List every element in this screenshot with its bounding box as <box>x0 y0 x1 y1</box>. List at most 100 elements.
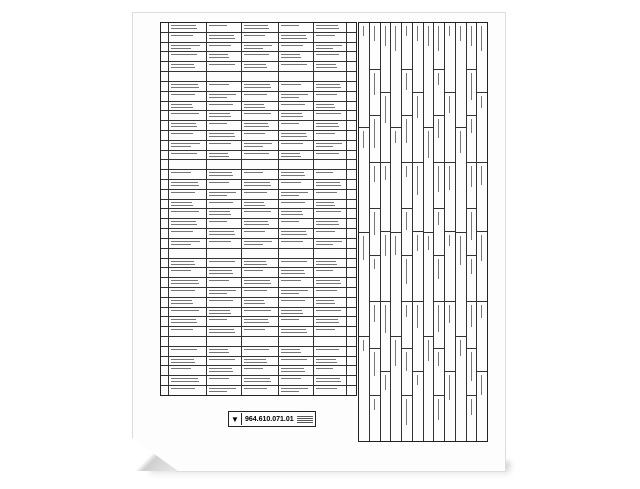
table-cell <box>169 209 208 219</box>
table-cell <box>347 52 356 61</box>
table-cell <box>423 233 434 338</box>
table-cell <box>347 366 356 375</box>
table-cell <box>161 337 169 346</box>
table-cell <box>314 81 348 91</box>
table-cell <box>391 23 401 128</box>
table-cell <box>279 180 315 189</box>
table-cell <box>466 70 477 117</box>
table-cell <box>169 199 208 209</box>
table-cell <box>314 366 348 376</box>
table-cell <box>347 259 356 268</box>
part-number-label: ▼ 964.610.071.01 <box>228 411 316 427</box>
table-row <box>161 238 356 249</box>
table-row <box>161 170 356 180</box>
table-cell <box>242 189 280 199</box>
table-row <box>161 356 356 367</box>
table-cell <box>161 346 169 356</box>
table-cell <box>242 130 280 140</box>
table-cell <box>169 81 208 91</box>
table-cell <box>242 376 280 386</box>
table-cell <box>314 150 348 160</box>
table-cell <box>347 337 356 346</box>
table-cell <box>347 200 356 209</box>
table-cell <box>242 199 280 209</box>
table-cell <box>347 376 356 385</box>
table-row <box>161 376 356 387</box>
table-cell <box>242 366 280 376</box>
table-cell <box>207 81 243 91</box>
table-cell <box>434 70 444 117</box>
table-cell <box>370 396 380 442</box>
table-row <box>161 140 356 151</box>
table-cell <box>369 349 380 396</box>
table-row <box>161 180 356 190</box>
table-cell <box>242 72 280 81</box>
table-row <box>161 346 356 357</box>
table-cell <box>314 170 348 179</box>
table-cell <box>347 249 356 258</box>
table-cell <box>314 238 348 248</box>
table-cell <box>434 256 444 303</box>
table-cell <box>314 229 348 238</box>
table-cell <box>279 130 315 140</box>
table-cell <box>207 180 243 189</box>
table-column <box>412 23 424 441</box>
table-row <box>161 386 356 395</box>
table-cell <box>412 302 423 373</box>
table-cell <box>279 111 315 121</box>
table-row <box>161 327 356 337</box>
table-cell <box>161 170 169 179</box>
table-cell <box>402 23 412 70</box>
table-cell <box>466 116 477 163</box>
table-cell <box>161 62 169 72</box>
table-row <box>161 150 356 161</box>
table-cell <box>279 356 315 366</box>
table-cell <box>279 189 315 199</box>
table-cell <box>279 121 315 130</box>
table-row <box>161 189 356 200</box>
table-cell <box>314 258 348 268</box>
table-cell <box>169 337 208 346</box>
table-cell <box>242 346 280 356</box>
table-cell <box>279 238 315 248</box>
table-cell <box>347 278 356 287</box>
table-cell <box>347 386 356 395</box>
table-cell <box>279 366 315 376</box>
table-cell <box>279 42 315 52</box>
table-cell <box>207 209 243 219</box>
table-cell <box>242 32 280 42</box>
table-row <box>161 209 356 220</box>
table-cell <box>169 23 208 32</box>
table-cell <box>369 163 380 210</box>
table-row <box>161 101 356 112</box>
table-cell <box>242 81 280 91</box>
table-cell <box>242 356 280 366</box>
table-column <box>391 23 402 441</box>
table-row <box>161 62 356 73</box>
table-cell <box>347 190 356 199</box>
table-cell <box>455 128 466 233</box>
table-cell <box>242 23 280 32</box>
table-cell <box>169 160 208 170</box>
table-cell <box>169 366 208 376</box>
table-cell <box>161 52 169 62</box>
table-cell <box>207 376 243 386</box>
table-cell <box>347 298 356 307</box>
table-cell <box>347 239 356 248</box>
table-cell <box>347 268 356 277</box>
table-cell <box>477 163 487 233</box>
table-cell <box>161 32 169 42</box>
table-cell <box>279 72 315 81</box>
table-cell <box>207 121 243 130</box>
table-cell <box>207 52 243 62</box>
table-cell <box>369 70 380 117</box>
table-cell <box>169 91 208 101</box>
table-cell <box>314 376 348 386</box>
table-cell <box>391 128 401 233</box>
table-cell <box>347 102 356 111</box>
table-cell <box>445 23 455 93</box>
table-row <box>161 199 356 210</box>
table-cell <box>466 209 477 256</box>
table-row <box>161 52 356 63</box>
table-cell <box>161 248 169 258</box>
